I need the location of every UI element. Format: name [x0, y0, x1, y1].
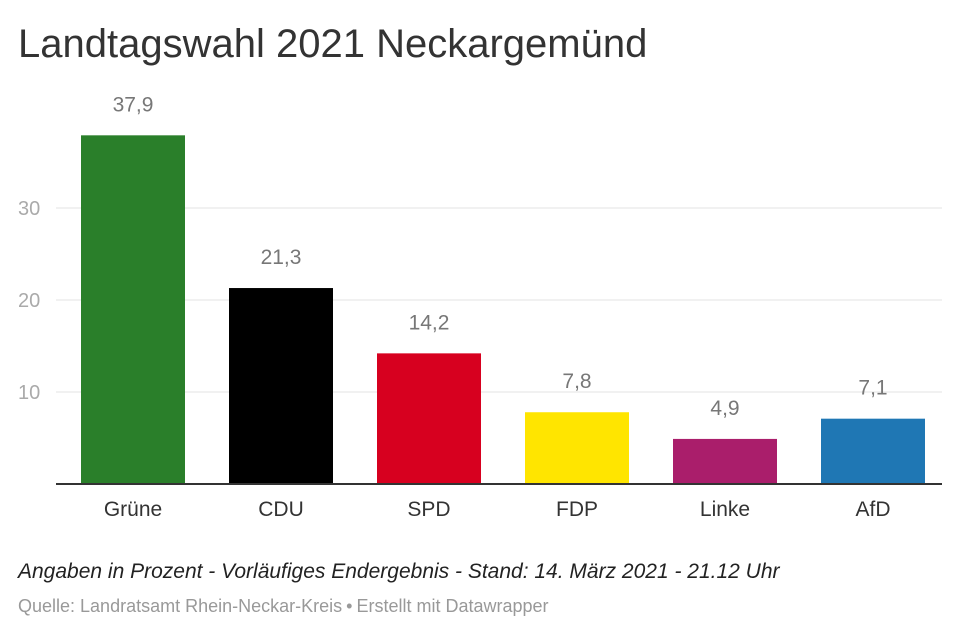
x-tick-label-fdp: FDP — [556, 498, 598, 521]
value-label-cdu: 21,3 — [261, 246, 302, 269]
chart-title: Landtagswahl 2021 Neckargemünd — [18, 22, 648, 66]
source-separator: • — [346, 596, 353, 616]
y-axis-ticks: 10 20 30 — [18, 198, 40, 404]
bar-cdu — [229, 288, 333, 484]
bar-grüne — [81, 135, 185, 484]
y-tick-label: 10 — [18, 382, 40, 404]
x-tick-label-cdu: CDU — [258, 498, 304, 521]
bar-spd — [377, 353, 481, 484]
bar-fdp — [525, 412, 629, 484]
bar-afd — [821, 418, 925, 484]
chart-notes: Angaben in Prozent - Vorläufiges Enderge… — [18, 560, 780, 583]
x-tick-label-grüne: Grüne — [104, 498, 162, 521]
bar-linke — [673, 438, 777, 484]
x-tick-label-spd: SPD — [407, 498, 450, 521]
bars — [81, 135, 925, 484]
y-tick-label: 20 — [18, 290, 40, 312]
chart-source: Quelle: Landratsamt Rhein-Neckar-Kreis • E… — [18, 596, 549, 617]
source-text: Quelle: Landratsamt Rhein-Neckar-Kreis — [18, 596, 343, 616]
gridlines — [56, 207, 942, 393]
source-credit: Erstellt mit Datawrapper — [356, 596, 549, 616]
value-label-fdp: 7,8 — [562, 370, 591, 393]
value-labels: 37,9 21,3 14,2 7,8 4,9 7,1 — [113, 93, 888, 420]
x-tick-label-afd: AfD — [855, 498, 890, 521]
value-label-grüne: 37,9 — [113, 93, 154, 116]
y-tick-label: 30 — [18, 198, 40, 220]
x-axis-ticks: Grüne CDU SPD FDP Linke AfD — [104, 498, 891, 521]
value-label-spd: 14,2 — [409, 311, 450, 334]
value-label-afd: 7,1 — [858, 377, 887, 400]
x-tick-label-linke: Linke — [700, 498, 750, 521]
bar-chart: 10 20 30 37,9 21,3 14,2 7,8 4,9 7,1 Grüne CDU SPD… — [18, 93, 942, 521]
value-label-linke: 4,9 — [710, 397, 739, 420]
